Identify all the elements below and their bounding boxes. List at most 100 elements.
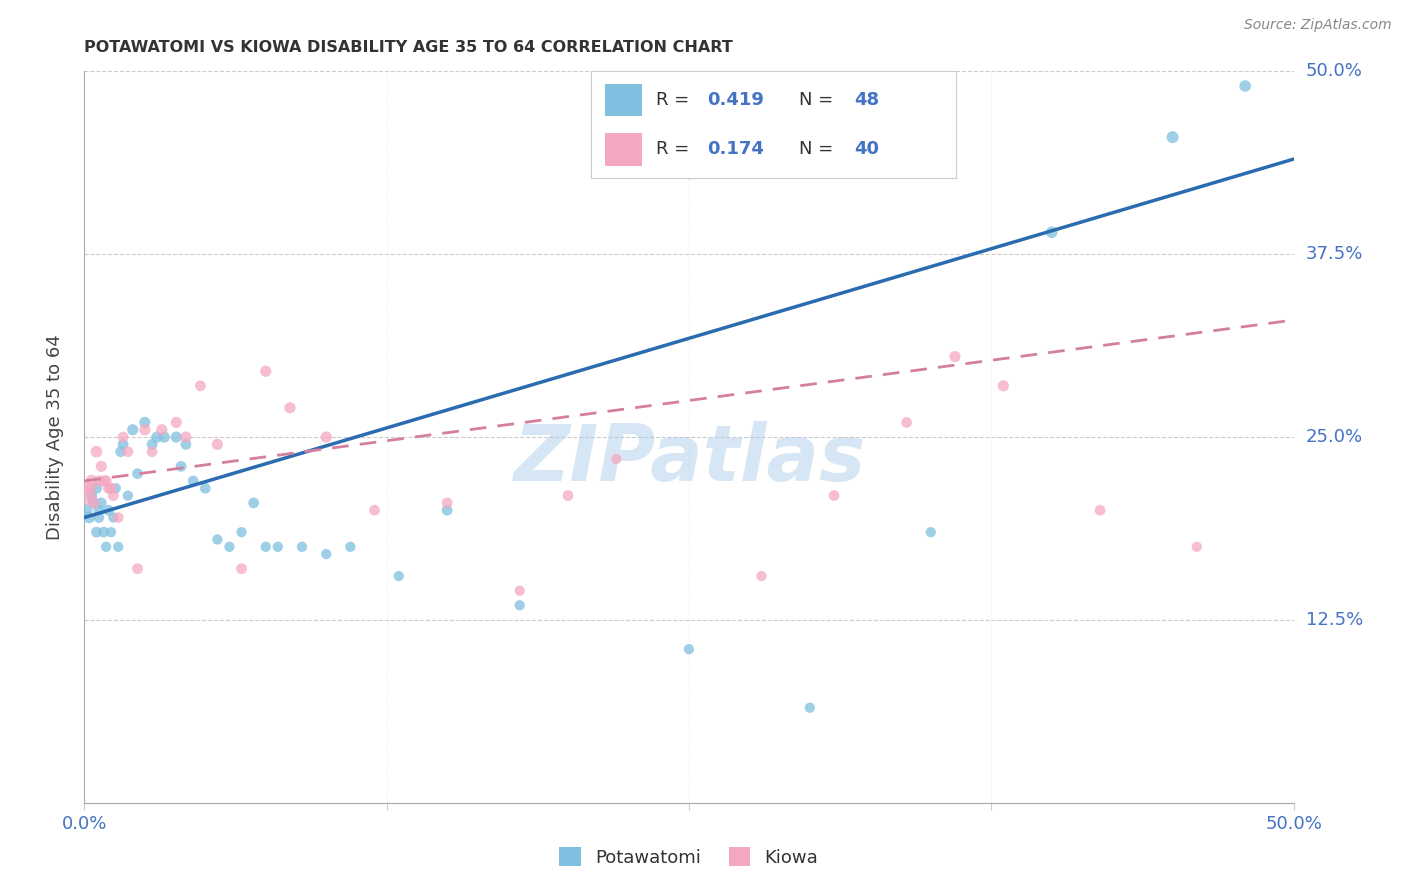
Point	[605, 452, 627, 467]
Point	[127, 562, 149, 576]
Point	[87, 503, 110, 517]
Point	[678, 167, 700, 181]
Point	[90, 459, 112, 474]
Text: N =: N =	[799, 141, 839, 159]
Point	[83, 496, 105, 510]
Point	[141, 437, 163, 451]
Point	[1234, 78, 1257, 93]
Point	[76, 489, 98, 503]
Point	[231, 525, 253, 540]
Text: ZIPatlas: ZIPatlas	[513, 421, 865, 497]
Point	[93, 474, 115, 488]
Point	[86, 481, 108, 495]
Point	[87, 510, 110, 524]
Point	[83, 496, 105, 510]
Point	[207, 437, 229, 451]
Point	[509, 583, 531, 598]
Point	[1161, 130, 1184, 145]
Text: 0.174: 0.174	[707, 141, 765, 159]
Point	[896, 416, 918, 430]
Point	[86, 525, 108, 540]
Point	[86, 444, 108, 458]
Point	[436, 496, 458, 510]
Point	[93, 525, 115, 540]
Point	[134, 416, 156, 430]
FancyBboxPatch shape	[605, 84, 641, 116]
Point	[363, 503, 385, 517]
Point	[112, 430, 135, 444]
Text: R =: R =	[657, 141, 696, 159]
Point	[254, 540, 277, 554]
Text: 50.0%: 50.0%	[1306, 62, 1362, 80]
Point	[127, 467, 149, 481]
Point	[799, 700, 821, 714]
Point	[94, 474, 117, 488]
Point	[97, 503, 120, 517]
Point	[315, 430, 337, 444]
Text: R =: R =	[657, 91, 696, 109]
Point	[117, 489, 139, 503]
Text: 25.0%: 25.0%	[1306, 428, 1362, 446]
Point	[823, 489, 845, 503]
Y-axis label: Disability Age 35 to 64: Disability Age 35 to 64	[45, 334, 63, 540]
Point	[388, 569, 411, 583]
Point	[315, 547, 337, 561]
Text: 48: 48	[853, 91, 879, 109]
Point	[104, 481, 127, 495]
Point	[76, 503, 98, 517]
FancyBboxPatch shape	[605, 134, 641, 166]
Point	[181, 474, 204, 488]
Point	[77, 510, 100, 524]
Point	[87, 474, 110, 488]
Text: 12.5%: 12.5%	[1306, 611, 1362, 629]
Point	[94, 540, 117, 554]
Point	[117, 444, 139, 458]
Point	[291, 540, 314, 554]
Point	[153, 430, 176, 444]
Point	[174, 430, 197, 444]
Point	[141, 444, 163, 458]
Point	[110, 444, 132, 458]
Point	[267, 540, 290, 554]
Point	[121, 423, 143, 437]
Point	[751, 569, 773, 583]
Point	[107, 540, 129, 554]
Text: Source: ZipAtlas.com: Source: ZipAtlas.com	[1244, 18, 1392, 32]
Point	[943, 350, 966, 364]
Text: N =: N =	[799, 91, 839, 109]
Point	[339, 540, 361, 554]
Point	[103, 510, 125, 524]
Point	[920, 525, 942, 540]
Text: 0.419: 0.419	[707, 91, 765, 109]
Point	[146, 430, 169, 444]
Point	[112, 437, 135, 451]
Point	[150, 423, 173, 437]
Point	[90, 496, 112, 510]
Point	[103, 489, 125, 503]
Point	[278, 401, 301, 415]
Point	[509, 599, 531, 613]
Point	[100, 525, 122, 540]
Point	[170, 459, 193, 474]
Point	[97, 481, 120, 495]
Point	[218, 540, 240, 554]
Point	[678, 642, 700, 657]
Point	[194, 481, 217, 495]
Point	[207, 533, 229, 547]
Point	[80, 474, 103, 488]
Point	[1185, 540, 1208, 554]
Point	[231, 562, 253, 576]
Point	[242, 496, 264, 510]
Point	[190, 379, 212, 393]
Point	[165, 430, 187, 444]
Point	[107, 510, 129, 524]
Point	[77, 481, 100, 495]
Point	[174, 437, 197, 451]
Point	[557, 489, 579, 503]
Point	[165, 416, 187, 430]
Point	[80, 489, 103, 503]
Point	[436, 503, 458, 517]
Point	[134, 423, 156, 437]
Point	[100, 481, 122, 495]
Point	[1088, 503, 1111, 517]
